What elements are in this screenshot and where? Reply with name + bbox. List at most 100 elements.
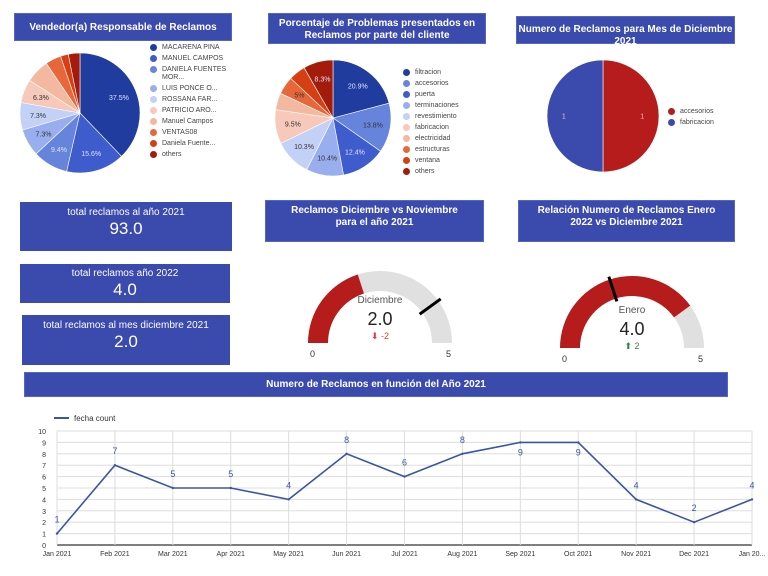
data-label: 5 [228, 469, 233, 479]
pie-slice [546, 59, 604, 173]
legend-item[interactable]: fabricacion [668, 119, 748, 127]
y-tick-label: 8 [42, 452, 46, 459]
legend-swatch [150, 85, 157, 92]
kpi-total-diciembre: total reclamos al mes diciembre 2021 2.0 [22, 315, 230, 365]
legend-item[interactable]: LUIS PONCE O... [150, 85, 230, 93]
legend-item[interactable]: MANUEL CAMPOS [150, 55, 230, 63]
legend-item[interactable]: PATRICIO ARO... [150, 107, 230, 115]
data-label: 4 [286, 480, 291, 490]
kpi-value: 2.0 [114, 332, 138, 351]
legend-item[interactable]: Daniela Fuente... [150, 140, 230, 148]
legend-label: filtracion [415, 69, 442, 76]
legend-item[interactable]: revestimiento [403, 113, 483, 121]
diciembre-legend: accesorios fabricacion [668, 108, 748, 130]
pie-data-label: 9.4% [51, 147, 67, 154]
legend-item[interactable]: accesorios [668, 108, 748, 116]
y-tick-label: 3 [42, 509, 46, 516]
legend-label: electricidad [415, 135, 451, 142]
line-chart-title: Numero de Reclamos en función del Año 20… [24, 372, 728, 397]
data-label: 2 [692, 503, 697, 513]
data-label: 6 [402, 458, 407, 468]
gauge-target-marker [418, 297, 442, 316]
x-tick-label: Jul 2021 [391, 551, 418, 558]
legend-swatch [150, 151, 157, 158]
kpi-value: 93.0 [109, 219, 143, 238]
kpi-label: total reclamos al año 2021 [67, 207, 185, 218]
pie-slice [332, 59, 390, 119]
legend-item[interactable]: Manuel Campos [150, 118, 230, 126]
legend-swatch [150, 107, 157, 114]
line-chart: fecha count 0 1 2 3 4 5 6 7 8 9 10 Jan 2021 Feb 2021 M… [38, 414, 766, 558]
problemas-legend: filtracion accesorios puerta terminaciones r… [403, 69, 483, 179]
legend-item[interactable]: estructuras [403, 146, 483, 154]
legend-swatch [403, 146, 410, 153]
kpi-total-2022: total reclamos año 2022 4.0 [20, 264, 230, 303]
data-label: 8 [460, 435, 465, 445]
gauge-enero: Enero 4.0 ⬆ 2 0 5 [560, 276, 704, 364]
gauge-label: Enero [619, 305, 646, 316]
legend-item[interactable]: others [403, 168, 483, 176]
y-tick-label: 6 [42, 475, 46, 482]
gauge-dic-title: Reclamos Diciembre vs Noviembre para el … [265, 200, 484, 242]
y-tick-label: 4 [42, 497, 46, 504]
legend-swatch [403, 135, 410, 142]
y-tick-label: 1 [42, 532, 46, 539]
y-tick-label: 2 [42, 520, 46, 527]
pie-data-label: 5% [294, 93, 304, 100]
legend-swatch [403, 124, 410, 131]
data-point [345, 452, 348, 455]
x-tick-label: Apr 2021 [217, 551, 246, 558]
legend-item[interactable]: MACARENA PINA [150, 44, 230, 52]
x-tick-label: Nov 2021 [621, 551, 651, 558]
legend-item[interactable]: electricidad [403, 135, 483, 143]
data-label: 9 [576, 447, 581, 457]
x-tick-label: May 2021 [273, 551, 304, 558]
gauge-ene-title: Relación Numero de Reclamos Enero 2022 v… [518, 200, 735, 242]
pie-slice [303, 59, 334, 120]
legend-item[interactable]: DANIELA FUENTES MOR... [150, 66, 230, 82]
diciembre-chart-title: Numero de Reclamos para Mes de Diciembre… [516, 16, 735, 47]
x-tick-label: Sep 2021 [505, 551, 535, 558]
gauge-diciembre: Diciembre 2.0 ⬇ -2 0 5 [308, 271, 452, 359]
data-point [403, 475, 406, 478]
legend-item[interactable]: filtracion [403, 69, 483, 77]
legend-label: PATRICIO ARO... [162, 107, 217, 114]
legend-label: estructuras [415, 146, 450, 153]
legend-label: Manuel Campos [162, 118, 213, 125]
legend-label: fabricacion [415, 124, 449, 131]
legend-item[interactable]: ventana [403, 157, 483, 165]
legend-label: VENTAS08 [162, 129, 198, 136]
gauge-delta: ⬆ 2 [624, 341, 639, 351]
pie-data-label: 20.9% [348, 83, 368, 90]
data-point [692, 521, 696, 524]
x-tick-label: Jan 20... [739, 551, 766, 558]
gauge-target-marker [607, 276, 619, 302]
gauge-max: 5 [446, 349, 451, 359]
legend-label: revestimiento [415, 113, 457, 120]
data-point [287, 498, 290, 501]
legend-label: accesorios [415, 80, 449, 87]
legend-label: terminaciones [415, 102, 459, 109]
legend-item[interactable]: puerta [403, 91, 483, 99]
gauge-min: 0 [562, 354, 567, 364]
legend-item[interactable]: others [150, 151, 230, 159]
data-label: 1 [54, 515, 59, 525]
legend-item[interactable]: ROSSANA FAR... [150, 96, 230, 104]
legend-item[interactable]: accesorios [403, 80, 483, 88]
gauge-value: 4.0 [619, 319, 644, 339]
x-tick-label: Dec 2021 [679, 551, 709, 558]
pie-data-label: 37.5% [109, 95, 129, 102]
legend-swatch [403, 102, 410, 109]
legend-swatch [403, 69, 410, 76]
pie-data-label: 7.3% [30, 113, 46, 120]
data-label: 7 [112, 446, 117, 456]
legend-item[interactable]: fabricacion [403, 124, 483, 132]
data-label: 8 [344, 435, 349, 445]
legend-item[interactable]: terminaciones [403, 102, 483, 110]
pie-data-label: 6.3% [33, 95, 49, 102]
legend-item[interactable]: VENTAS08 [150, 129, 230, 137]
legend-label: DANIELA FUENTES MOR... [162, 66, 227, 81]
pie-data-label: 9.5% [285, 122, 301, 129]
data-label: 9 [518, 447, 523, 457]
